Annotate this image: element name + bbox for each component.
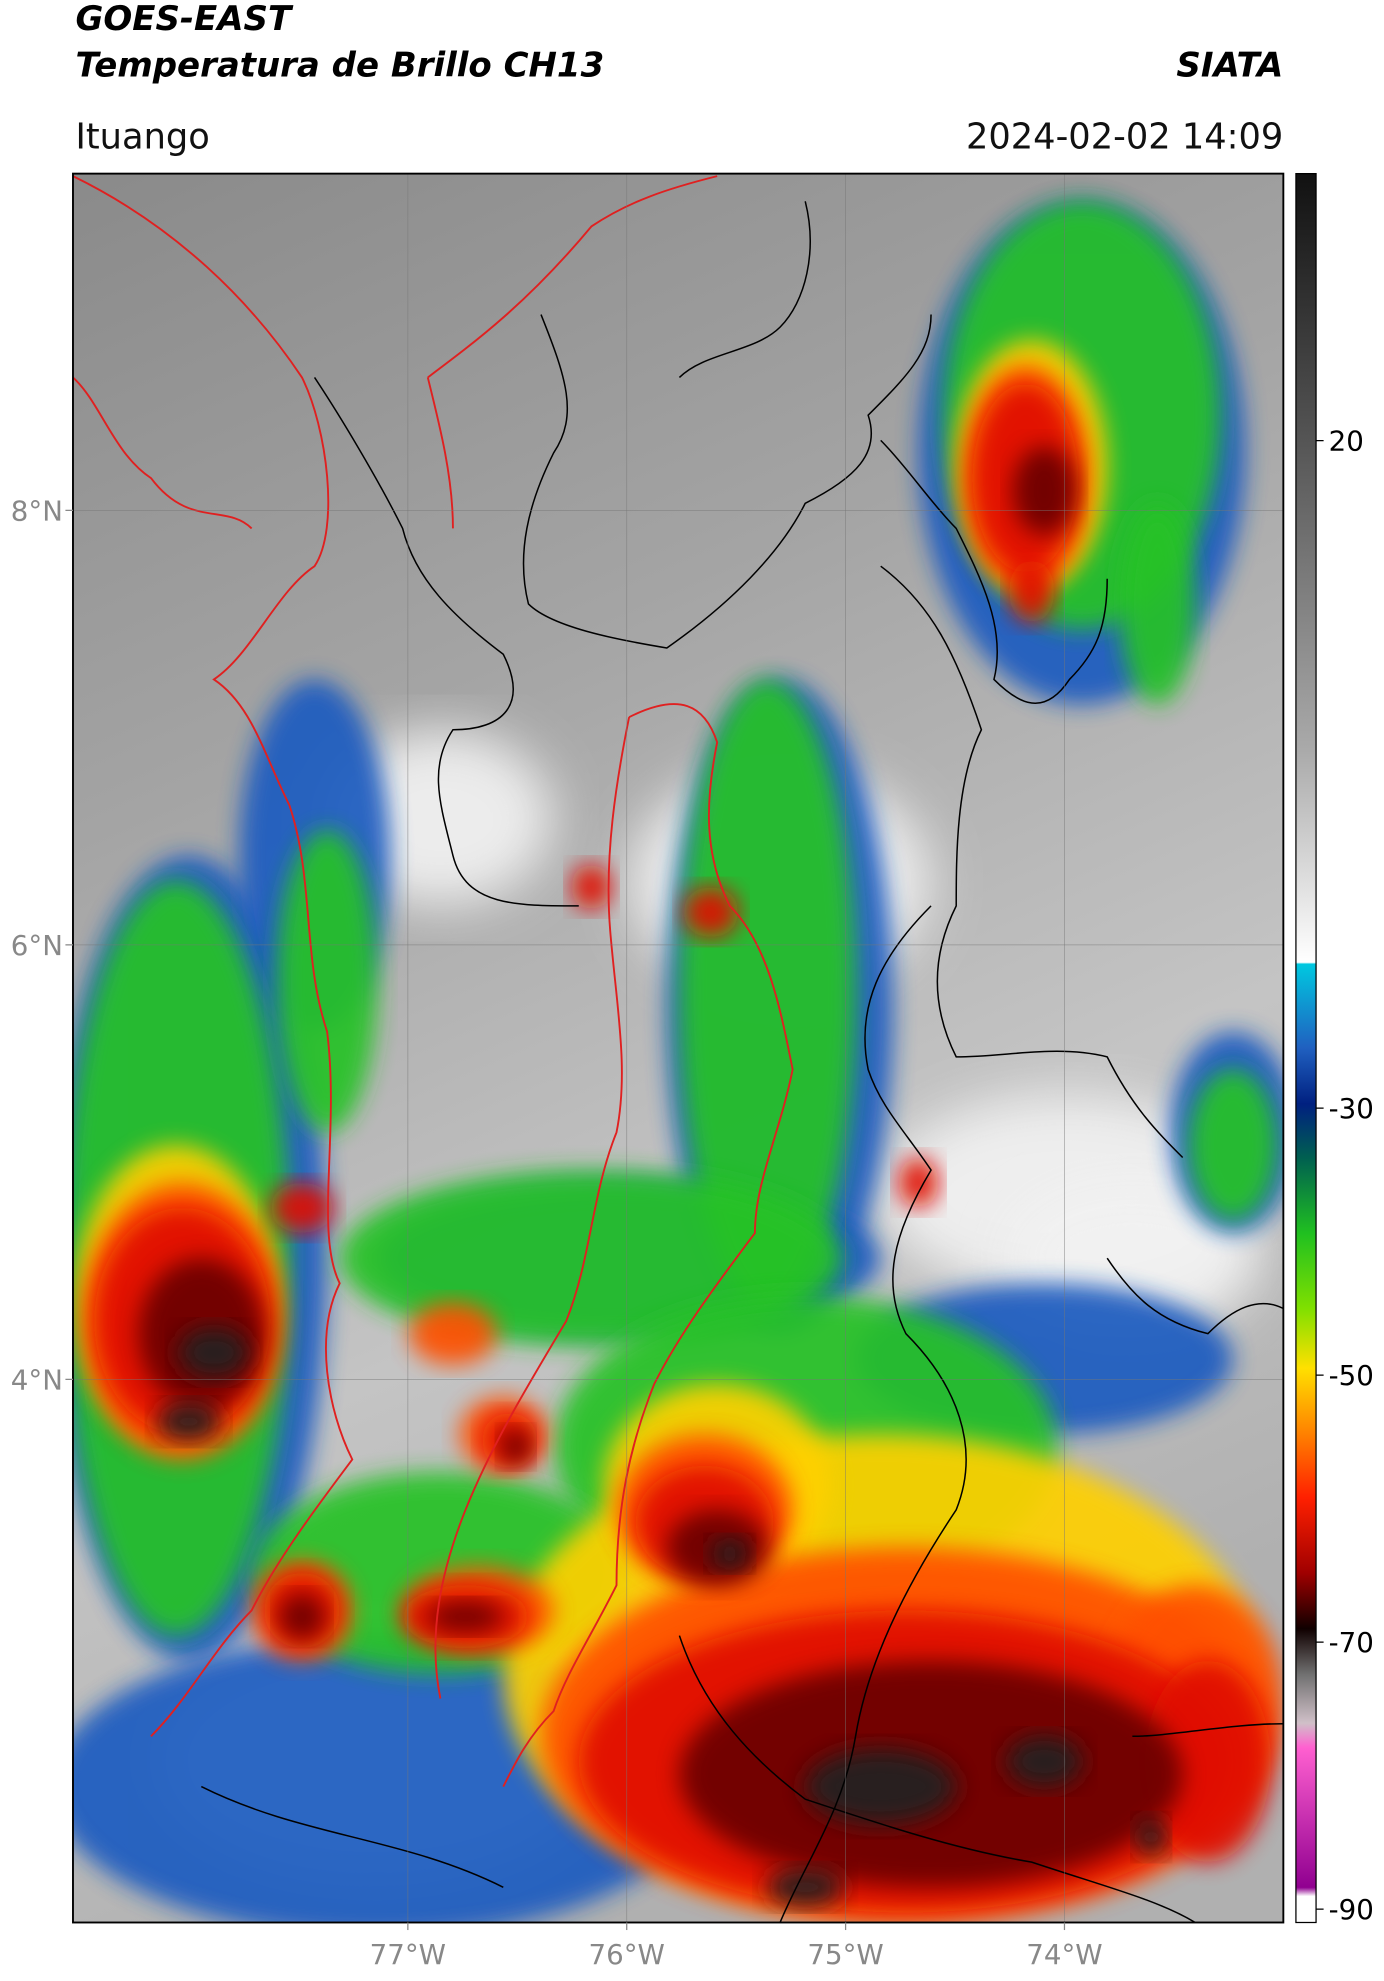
cloud-blob [683,887,739,938]
agency: SIATA [1176,46,1283,86]
lon-tick-label: 77°W [370,1938,446,1971]
cloud-blob [500,1429,531,1465]
cloud-blob [571,864,612,910]
lon-tick-label: 75°W [807,1938,883,1971]
subtitle: Temperatura de Brillo CH13 [75,46,604,86]
graticule [72,173,1284,1923]
cloud-blob [1188,1069,1278,1221]
cloud-blob [276,830,378,1133]
datetime: 2024-02-02 14:09 [966,116,1283,157]
cloud-blob [898,1157,939,1208]
cloud-blob [1006,1736,1083,1787]
cloud-blob [408,1302,497,1366]
map-frame [72,172,1285,1924]
cloud-blob [805,1748,957,1825]
cloud-blob [767,1868,843,1907]
cloud-blob [679,679,856,1309]
colorbar-tick-label: 20 [1329,425,1364,458]
cloud-blob [279,1594,325,1640]
colorbar-tick-label: -30 [1329,1092,1374,1125]
satellite-image [72,173,1284,1923]
lon-tick-label: 74°W [1026,1938,1102,1971]
borders [72,175,1284,1923]
cloud-blob [157,1402,221,1441]
location: Ituango [75,116,209,157]
lon-tick-label: 76°W [589,1938,665,1971]
colorbar-tick-label: -50 [1329,1359,1374,1392]
cloud-blob [270,1182,334,1234]
cloud-blob [710,1538,749,1569]
cloud-blob [1144,1660,1271,1863]
lat-tick-label: 4°N [11,1363,63,1396]
colorbar-tick-label: -90 [1329,1893,1374,1926]
cloud-blob [178,1327,250,1378]
colorbar-tick-label: -70 [1329,1626,1374,1659]
cloud-blob [1012,446,1076,535]
lat-tick-label: 6°N [11,929,63,962]
cloud-blob [1136,1818,1167,1856]
title: GOES-EAST [75,0,293,39]
colorbar-ticks: 20 -30 -50 -70 -90 [1316,425,1374,1926]
cloud-blob [427,1601,504,1632]
cloud-blob [339,1170,843,1347]
cloud-tops [72,201,1284,1923]
axes: 77°W 76°W 75°W 74°W 8°N 6°N 4°N [11,494,1103,1971]
lat-tick-label: 8°N [11,494,63,527]
cloud-blob [1009,559,1055,623]
colorbar [1295,172,1317,1924]
cloud-blob [1119,503,1196,705]
